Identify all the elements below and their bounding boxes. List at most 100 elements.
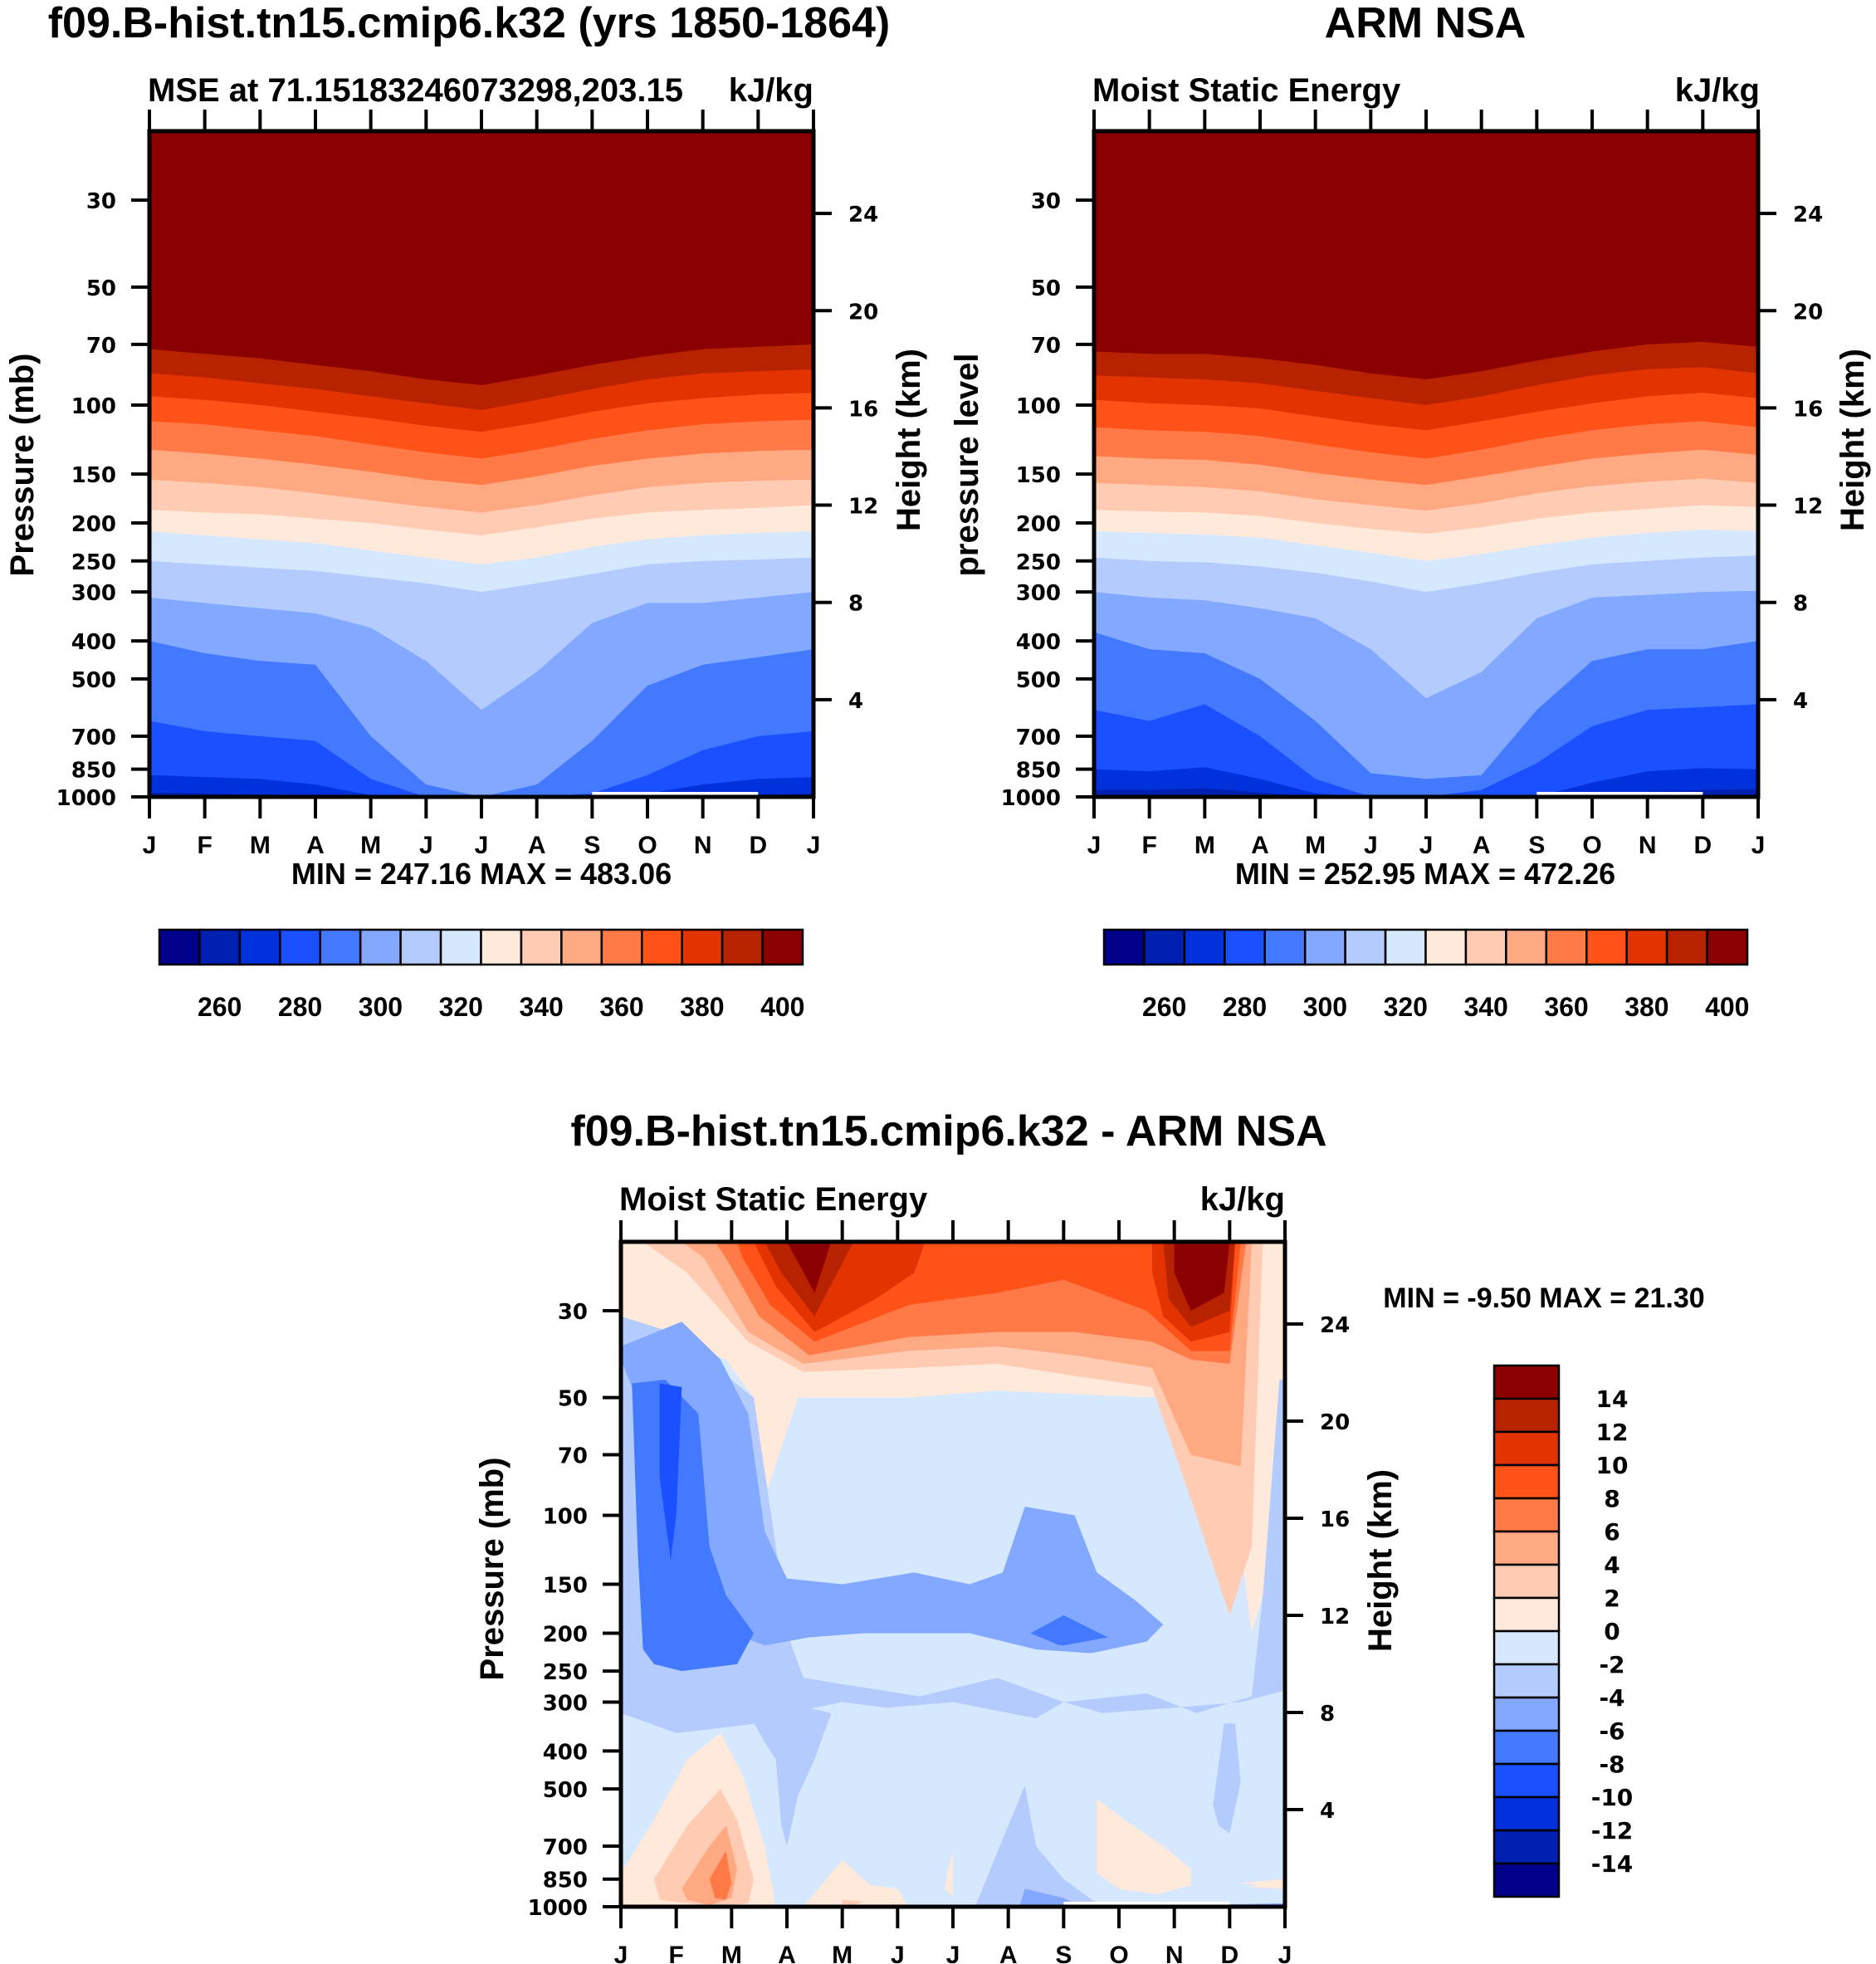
diff-contour-region-12 [621, 1322, 1164, 1654]
diff-y-tick-label: 500 [543, 1778, 588, 1803]
obs-x-tick-label: M [1305, 832, 1326, 859]
model-x-tick-label: J [419, 832, 433, 859]
model-x-tick-label: F [198, 832, 213, 859]
model-right-tick-label: 8 [848, 592, 863, 617]
obs-y-tick-label: 300 [1016, 581, 1061, 606]
model-colorbar-box [319, 928, 362, 966]
model-x-tick-label: J [143, 832, 157, 859]
model-title: f09.B-hist.tn15.cmip6.k32 (yrs 1850-1864… [48, 0, 891, 47]
obs-contour-plot: J F M A M J J A S O N D J 30 50 70 100 150 200 250 300 400 500… [1001, 110, 1823, 859]
diff-contour-region-15 [659, 1383, 682, 1561]
model-left-string: MSE at 71.15183246073298,203.15 [148, 72, 683, 109]
obs-colorbar-label: 320 [1384, 992, 1428, 1022]
model-y-tick-label: 400 [71, 630, 116, 655]
model-right-tick-label: 24 [848, 203, 878, 227]
model-colorbar-box [641, 928, 683, 966]
obs-y-axis-label: pressure level [949, 353, 985, 576]
model-y-tick-label: 200 [71, 512, 116, 537]
obs-colorbar-box [1505, 928, 1548, 966]
obs-y-tick-label: 50 [1031, 276, 1061, 301]
obs-y-tick-label: 700 [1016, 726, 1061, 750]
diff-x-tick-label: J [946, 1942, 960, 1964]
diff-contour-region-14 [1030, 1615, 1108, 1646]
diff-right-tick-label: 12 [1320, 1605, 1350, 1629]
obs-colorbar-box [1424, 928, 1468, 966]
diff-x-tick-label: A [778, 1942, 796, 1964]
diff-x-tick-label: M [721, 1942, 742, 1964]
diff-x-tick-label: S [1055, 1942, 1072, 1964]
obs-minmax-stats: MIN = 252.95 MAX = 472.26 [1235, 857, 1615, 891]
model-colorbar-box [439, 928, 482, 966]
diff-y-tick-label: 700 [543, 1835, 588, 1860]
diff-colorbar-box [1492, 1463, 1561, 1500]
diff-right-tick-label: 8 [1320, 1702, 1335, 1727]
model-x-tick-label: M [250, 832, 271, 859]
diff-y-tick-label: 850 [543, 1869, 588, 1893]
obs-right-axis-label: Height (km) [1834, 349, 1871, 531]
model-colorbar-label: 260 [198, 992, 242, 1022]
diff-contour-region-10 [1174, 1242, 1230, 1312]
diff-right-tick-label: 20 [1320, 1410, 1350, 1435]
model-colorbar-box [600, 928, 643, 966]
diff-left-string: Moist Static Energy [619, 1181, 928, 1218]
obs-title: ARM NSA [1325, 0, 1527, 47]
model-colorbar-label: 280 [278, 992, 322, 1022]
obs-x-tick-label: S [1528, 832, 1545, 859]
diff-colorbar-label: 8 [1604, 1485, 1620, 1512]
model-colorbar-box [520, 928, 563, 966]
obs-right-tick-label: 12 [1793, 495, 1823, 520]
obs-y-tick-label: 250 [1016, 550, 1061, 575]
diff-colorbar-box [1492, 1364, 1561, 1400]
model-contour-plot: J F M A M J J A S O N D J 30 50 70 100 150 200 250 300 400 500… [56, 110, 878, 859]
model-colorbar-box [279, 928, 321, 966]
model-missing-data-strip [592, 792, 759, 795]
diff-right-tick-label: 24 [1320, 1313, 1350, 1338]
diff-contour-region-16 [621, 1683, 832, 1846]
diff-colorbar-box [1492, 1497, 1561, 1533]
model-y-tick-label: 850 [71, 759, 116, 784]
diff-colorbar-box [1492, 1829, 1561, 1865]
diff-colorbar-label: -8 [1599, 1751, 1624, 1778]
obs-y-tick-label: 100 [1016, 394, 1061, 419]
obs-colorbar-box [1585, 928, 1628, 966]
obs-y-tick-label: 500 [1016, 668, 1061, 693]
model-right-tick-label: 20 [848, 300, 878, 325]
model-fills [149, 131, 813, 797]
diff-x-tick-label: N [1165, 1942, 1184, 1964]
model-right-tick-label: 12 [848, 495, 878, 520]
diff-colorbar-box [1492, 1397, 1561, 1434]
model-colorbar-box [761, 928, 804, 966]
diff-y-tick-label: 300 [543, 1691, 588, 1716]
obs-right-tick-label: 20 [1793, 300, 1823, 325]
obs-x-tick-label: J [1751, 832, 1766, 859]
diff-x-tick-label: F [669, 1942, 684, 1964]
diff-colorbar-label: 6 [1604, 1518, 1620, 1546]
obs-colorbar-label: 300 [1303, 992, 1347, 1022]
obs-x-tick-label: A [1473, 832, 1491, 859]
diff-contour-region-24 [975, 1785, 1119, 1907]
diff-colorbar-label: -12 [1591, 1817, 1634, 1844]
obs-left-string: Moist Static Energy [1092, 72, 1401, 109]
obs-x-tick-label: J [1419, 832, 1434, 859]
diff-contour-region-21 [804, 1859, 909, 1907]
diff-colorbar-label: -4 [1599, 1684, 1624, 1712]
diff-colorbar-box [1492, 1762, 1561, 1799]
diff-y-tick-label: 100 [543, 1505, 588, 1530]
diff-colorbar-box [1492, 1430, 1561, 1467]
obs-y-tick-label: 400 [1016, 630, 1061, 655]
model-x-tick-label: A [306, 832, 325, 859]
diff-x-tick-label: J [1278, 1942, 1292, 1964]
obs-colorbar-box [1303, 928, 1346, 966]
diff-right-tick-label: 4 [1320, 1799, 1335, 1824]
obs-colorbar-box [1224, 928, 1266, 966]
obs-colorbar-box [1706, 928, 1749, 966]
model-x-tick-label: J [475, 832, 489, 859]
model-x-tick-label: J [807, 832, 821, 859]
model-colorbar-label: 360 [599, 992, 643, 1022]
diff-colorbar-box [1492, 1862, 1561, 1898]
obs-colorbar: 260 280 300 320 340 360 380 400 [1102, 928, 1749, 1022]
diff-colorbar-box [1492, 1629, 1561, 1666]
diff-y-axis-label: Pressure (mb) [474, 1458, 511, 1681]
